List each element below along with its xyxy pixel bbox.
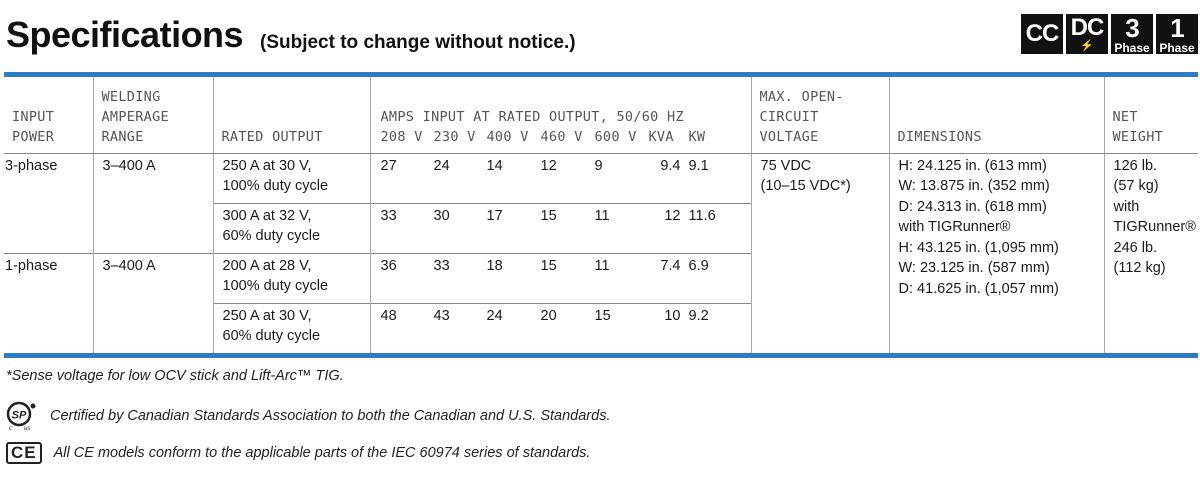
cell-range: 3–400 A: [93, 153, 214, 253]
value-400v: 14: [486, 157, 503, 174]
badge-label: DC: [1070, 14, 1105, 41]
three-phase-badge-icon: 3 Phase: [1111, 14, 1153, 54]
cc-badge-icon: CC: [1021, 14, 1063, 54]
value-208v: 33: [380, 207, 397, 224]
footnote-ocv: *Sense voltage for low OCV stick and Lif…: [6, 368, 344, 384]
table-row: 250 A at 30 V, 60% duty cycle 48 43 24 2…: [4, 302, 1198, 353]
amps-title: AMPS INPUT AT RATED OUTPUT, 50/60 HZ: [380, 108, 684, 125]
cell-power: 3-phase: [4, 153, 94, 253]
subheader-460v: 460 V: [540, 128, 583, 145]
table-row: 300 A at 32 V, 60% duty cycle 33 30 17 1…: [4, 202, 1198, 253]
ce-mark-icon: CE: [6, 442, 42, 464]
value-230v: 43: [433, 307, 450, 324]
value-600v: 11: [594, 207, 610, 224]
subheader-kva: KVA: [648, 128, 674, 145]
csa-logo-icon: SP c us: [6, 401, 36, 431]
amps-subheaders: 208 V 230 V 400 V 460 V 600 V KVA KW: [381, 127, 743, 147]
page-subtitle: (Subject to change without notice.): [260, 32, 576, 53]
cell-output: 250 A at 30 V, 100% duty cycle: [213, 153, 371, 203]
dc-badge-icon: DC ⚡: [1066, 14, 1108, 54]
cell-ocv: 75 VDC (10–15 VDC*): [751, 153, 890, 353]
subheader-kw: KW: [688, 128, 706, 145]
ce-note-text: All CE models conform to the applicable …: [53, 445, 591, 461]
header: Specifications (Subject to change withou…: [0, 0, 1200, 72]
value-600v: 9: [594, 157, 603, 174]
cell-amps: 36 33 18 15 11 7.4 6.9: [370, 252, 752, 303]
cell-dimensions: H: 24.125 in. (613 mm) W: 13.875 in. (35…: [889, 153, 1105, 353]
specifications-table: INPUT POWER WELDING AMPERAGE RANGE RATED…: [4, 72, 1198, 358]
table-row: 1-phase 3–400 A 200 A at 28 V, 100% duty…: [4, 252, 1198, 353]
badge-label: 3: [1125, 12, 1140, 43]
value-kw: 9.1: [688, 157, 709, 174]
table-top-rule: [4, 72, 1198, 77]
cell-range: 3–400 A: [93, 252, 214, 353]
cell-output: 250 A at 30 V, 60% duty cycle: [213, 302, 371, 353]
value-208v: 27: [380, 157, 397, 174]
value-400v: 17: [486, 207, 503, 224]
value-400v: 18: [486, 257, 503, 274]
svg-text:us: us: [24, 426, 30, 431]
value-460v: 20: [540, 307, 557, 324]
col-header-rated-output: RATED OUTPUT: [213, 77, 371, 154]
subheader-400v: 400 V: [486, 128, 529, 145]
csa-note: SP c us Certified by Canadian Standards …: [6, 401, 610, 431]
single-phase-badge-icon: 1 Phase: [1156, 14, 1198, 54]
table-row: 3-phase 3–400 A 250 A at 30 V, 100% duty…: [4, 153, 1198, 353]
ce-note: CE All CE models conform to the applicab…: [6, 442, 590, 464]
value-kw: 11.6: [688, 207, 716, 224]
value-kw: 6.9: [688, 257, 709, 274]
value-kva: 9.4: [660, 157, 681, 174]
svg-text:c: c: [9, 426, 12, 431]
value-kva: 12: [664, 207, 681, 224]
subheader-208v: 208 V: [380, 128, 423, 145]
value-208v: 48: [380, 307, 397, 324]
value-460v: 12: [540, 157, 557, 174]
value-208v: 36: [380, 257, 397, 274]
cell-amps: 33 30 17 15 11 12 11.6: [370, 202, 752, 253]
subheader-230v: 230 V: [433, 128, 476, 145]
subheader-600v: 600 V: [594, 128, 637, 145]
value-460v: 15: [540, 207, 557, 224]
value-600v: 15: [594, 307, 611, 324]
cell-weight: 126 lb. (57 kg) with TIGRunner® 246 lb. …: [1113, 157, 1196, 277]
value-400v: 24: [486, 307, 503, 324]
badge-label: CC: [1025, 20, 1060, 47]
value-230v: 33: [433, 257, 450, 274]
badge-sublabel: Phase: [1159, 40, 1195, 55]
process-badges: CC DC ⚡ 3 Phase 1 Phase: [1021, 14, 1198, 54]
value-kva: 10: [664, 307, 681, 324]
value-460v: 15: [540, 257, 557, 274]
value-230v: 24: [433, 157, 450, 174]
badge-sublabel: Phase: [1114, 40, 1150, 55]
col-header-dimensions: DIMENSIONS: [889, 77, 1105, 154]
table-bottom-rule: [4, 353, 1198, 358]
value-230v: 30: [433, 207, 450, 224]
col-header-welding-range: WELDING AMPERAGE RANGE: [93, 77, 214, 154]
badge-label: 1: [1170, 12, 1185, 43]
cell-amps: 27 24 14 12 9 9.4 9.1: [370, 153, 752, 203]
value-kva: 7.4: [660, 257, 681, 274]
page-title: Specifications: [6, 14, 244, 55]
csa-note-text: Certified by Canadian Standards Associat…: [50, 408, 611, 424]
value-600v: 11: [594, 257, 610, 274]
cell-output: 300 A at 32 V, 60% duty cycle: [213, 202, 371, 253]
col-header-input-power: INPUT POWER: [4, 77, 94, 154]
col-header-weight: NET WEIGHT: [1104, 77, 1198, 154]
col-header-amps-input: AMPS INPUT AT RATED OUTPUT, 50/60 HZ 208…: [370, 77, 752, 154]
value-kw: 9.2: [688, 307, 709, 324]
cell-power: 1-phase: [4, 252, 94, 353]
cell-amps: 48 43 24 20 15 10 9.2: [370, 302, 752, 353]
cell-output: 200 A at 28 V, 100% duty cycle: [213, 252, 371, 303]
svg-text:SP: SP: [12, 410, 27, 422]
bolt-icon: ⚡: [1080, 40, 1094, 52]
col-header-ocv: MAX. OPEN- CIRCUIT VOLTAGE: [751, 77, 890, 154]
